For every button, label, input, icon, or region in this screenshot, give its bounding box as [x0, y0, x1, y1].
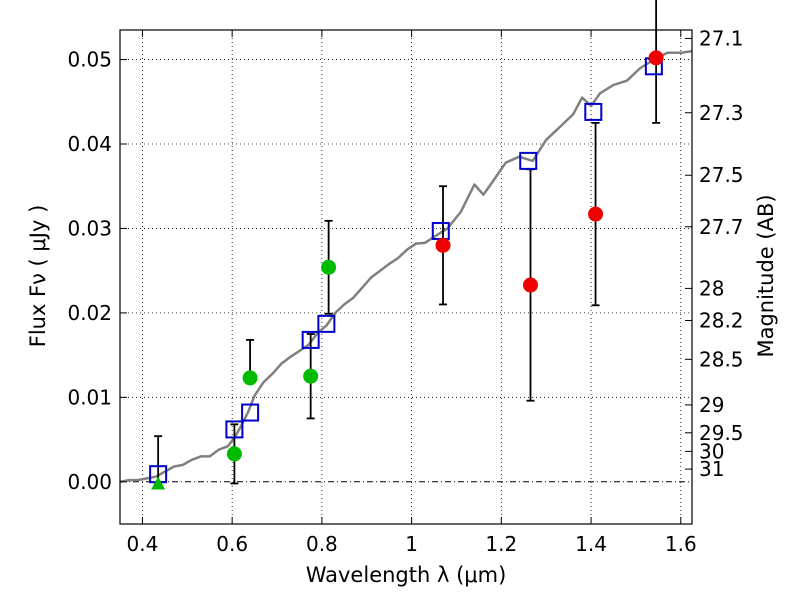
y-tick-label: 0.05 [67, 48, 112, 72]
tick-labels: 0.4 0.6 0.8 1 1.2 1.4 1.6 0.00 0.01 0.02 0.03 0.04 0… [67, 26, 743, 556]
model-photometry-point [317, 314, 336, 333]
x-tick-label: 1.4 [575, 532, 607, 556]
y-tick-label: 0.00 [67, 470, 112, 494]
right-tick-label: 31 [699, 457, 724, 481]
right-tick-label: 28.5 [699, 347, 744, 371]
right-tick-label: 30 [699, 439, 724, 463]
y-tick-label: 0.01 [67, 385, 112, 409]
x-tick-label: 0.6 [216, 532, 248, 556]
right-tick-label: 27.5 [699, 163, 744, 187]
observed-optical-point [321, 259, 337, 275]
observed-upper-limit-point [151, 476, 166, 490]
model-spectrum-line [119, 49, 693, 484]
grid [120, 30, 692, 524]
model-photometry-point [225, 420, 244, 439]
observed-nir-point [648, 50, 664, 66]
y-axis-title-left: Flux Fν ( μJy ) [26, 205, 50, 348]
right-tick-label: 27.1 [699, 26, 744, 50]
observed-nir-point [435, 237, 451, 253]
right-tick-label: 27.7 [699, 215, 744, 239]
right-tick-label: 28 [699, 276, 724, 300]
right-tick-label: 29.5 [699, 421, 744, 445]
markers [149, 50, 664, 490]
x-axis-title: Wavelength λ (μm) [306, 563, 507, 587]
observed-optical-point [242, 370, 258, 386]
model-photometry-point [519, 151, 538, 170]
right-tick-label: 29 [699, 393, 724, 417]
observed-nir-point [522, 277, 538, 293]
x-tick-label: 0.4 [127, 532, 159, 556]
right-tick-label: 27.3 [699, 101, 744, 125]
y-tick-label: 0.02 [67, 301, 112, 325]
model-spectrum [119, 49, 693, 484]
right-tick-label: 28.2 [699, 308, 744, 332]
x-tick-label: 1.2 [485, 532, 517, 556]
plot-frame [119, 29, 693, 525]
x-tick-label: 1 [405, 532, 418, 556]
y-axis-title-right: Magnitude (AB) [754, 194, 778, 357]
observed-optical-point [303, 368, 319, 384]
y-tick-label: 0.03 [67, 216, 112, 240]
ticks [120, 30, 692, 524]
observed-nir-point [588, 206, 604, 222]
model-photometry-point [301, 330, 320, 349]
x-tick-label: 0.8 [306, 532, 338, 556]
x-tick-label: 1.6 [665, 532, 697, 556]
observed-optical-point [226, 446, 242, 462]
y-tick-label: 0.04 [67, 132, 112, 156]
model-photometry-point [241, 403, 260, 422]
model-photometry-point [584, 102, 603, 121]
